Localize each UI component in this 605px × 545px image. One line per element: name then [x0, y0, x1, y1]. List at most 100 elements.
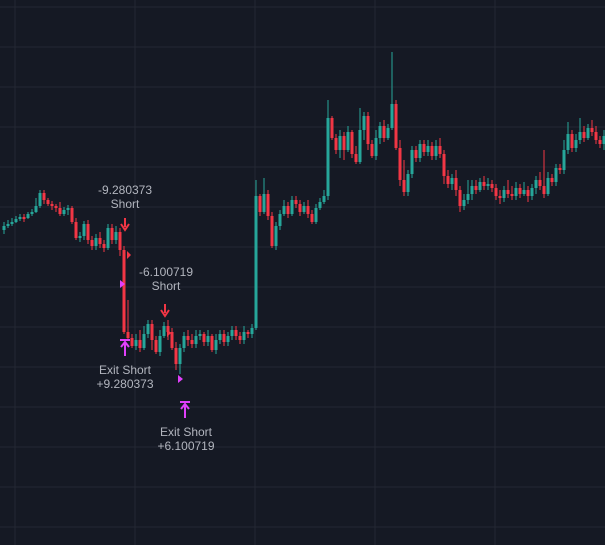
- candle-42: [170, 328, 174, 350]
- candle-77: [310, 210, 314, 224]
- candle-body-99: [398, 148, 402, 180]
- candle-94: [378, 122, 382, 144]
- candle-129: [518, 184, 522, 198]
- candle-147: [590, 120, 594, 136]
- candle-80: [322, 190, 326, 204]
- candle-48: [194, 330, 198, 348]
- candle-130: [522, 182, 526, 196]
- signal-markers: [120, 218, 190, 418]
- candle-body-18: [74, 222, 78, 238]
- candle-139: [558, 164, 562, 174]
- candle-90: [362, 112, 366, 140]
- candle-37: [150, 320, 154, 350]
- candle-124: [498, 190, 502, 204]
- candle-body-98: [394, 104, 398, 148]
- candle-body-51: [206, 336, 210, 342]
- candle-81: [326, 100, 330, 200]
- candle-100: [402, 160, 406, 196]
- entry-2-price-text: -6.100719: [138, 265, 194, 279]
- exit-arrow-head-2: [120, 340, 130, 348]
- candle-body-80: [322, 196, 326, 202]
- candle-body-24: [98, 238, 102, 244]
- candle-128: [514, 182, 518, 200]
- candle-34: [138, 330, 142, 352]
- signal-label-entry-2: -6.100719 Short: [139, 265, 193, 293]
- candle-body-34: [138, 340, 142, 348]
- candle-body-132: [530, 188, 534, 196]
- candle-10: [42, 190, 46, 204]
- candle-23: [94, 234, 98, 250]
- candle-36: [146, 320, 150, 338]
- candle-108: [434, 140, 438, 160]
- candle-body-123: [494, 188, 498, 196]
- candle-body-85: [342, 136, 346, 150]
- candle-25: [102, 240, 106, 252]
- candle-118: [474, 180, 478, 194]
- candle-50: [202, 332, 206, 346]
- candle-7: [30, 209, 34, 216]
- candle-0: [2, 222, 6, 234]
- candle-body-5: [22, 217, 26, 219]
- candle-123: [494, 184, 498, 200]
- candle-body-117: [470, 186, 474, 194]
- candle-72: [290, 196, 294, 216]
- candle-39: [158, 330, 162, 356]
- candle-body-149: [598, 140, 602, 144]
- candle-body-22: [90, 240, 94, 246]
- entry-1-price-text: -9.280373: [97, 183, 153, 197]
- candle-body-31: [126, 332, 130, 338]
- candle-127: [510, 186, 514, 200]
- entry-fill-marker-1: [127, 251, 131, 259]
- candle-body-138: [554, 168, 558, 182]
- candle-body-79: [318, 202, 322, 208]
- candle-body-47: [190, 340, 194, 344]
- candle-body-71: [286, 206, 290, 214]
- candle-body-6: [26, 214, 30, 218]
- candle-137: [550, 174, 554, 186]
- candle-body-118: [474, 186, 478, 190]
- entry-arrow-head-1: [160, 309, 170, 318]
- entry-1-side-text: Short: [110, 197, 140, 211]
- signal-label-exit-1: Exit Short +9.280373: [96, 363, 153, 391]
- candle-3: [14, 216, 18, 223]
- candle-55: [222, 330, 226, 346]
- candle-20: [82, 221, 86, 240]
- candle-38: [154, 336, 158, 354]
- candle-103: [414, 146, 418, 162]
- candle-122: [490, 180, 494, 192]
- candle-95: [382, 120, 386, 142]
- candle-115: [462, 194, 466, 210]
- candle-79: [318, 198, 322, 210]
- signal-marker-3: [180, 401, 190, 418]
- entry-fill-marker-2: [167, 329, 171, 337]
- candle-body-41: [166, 326, 170, 332]
- candle-58: [234, 326, 238, 340]
- candle-body-8: [34, 206, 38, 212]
- candle-body-43: [174, 348, 178, 364]
- candle-31: [126, 300, 130, 340]
- candle-30: [122, 246, 126, 334]
- candle-body-100: [402, 180, 406, 192]
- candle-body-111: [446, 176, 450, 184]
- candle-26: [106, 224, 110, 250]
- candle-body-30: [122, 250, 126, 332]
- candle-body-89: [358, 130, 362, 162]
- candle-body-57: [230, 330, 234, 336]
- candle-114: [458, 186, 462, 212]
- candle-body-35: [142, 334, 146, 348]
- candle-body-69: [278, 214, 282, 226]
- exit-fill-marker-1: [120, 280, 125, 288]
- candle-body-83: [334, 138, 338, 150]
- candle-body-102: [410, 150, 414, 174]
- candle-88: [354, 146, 358, 164]
- candle-24: [98, 232, 102, 248]
- candle-body-95: [382, 126, 386, 138]
- signal-marker-0: [120, 218, 130, 232]
- candle-body-87: [350, 132, 354, 154]
- candle-body-148: [594, 132, 598, 140]
- candle-112: [450, 174, 454, 190]
- candle-113: [454, 170, 458, 196]
- candle-14: [58, 202, 62, 216]
- candle-body-58: [234, 330, 238, 336]
